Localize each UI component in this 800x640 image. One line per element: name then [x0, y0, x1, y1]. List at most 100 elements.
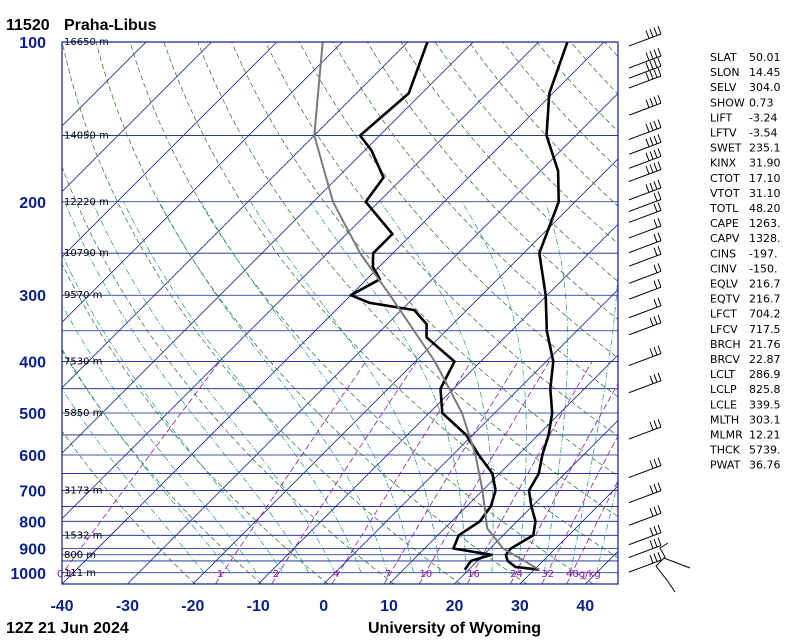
- height-label: 111 m: [64, 568, 96, 579]
- wind-barb: [628, 314, 662, 336]
- index-name: MLTH: [710, 413, 739, 426]
- index-value: 12.21: [749, 429, 781, 442]
- wind-barb-flag: [657, 148, 662, 157]
- mixing-ratio-line: [509, 382, 618, 584]
- index-value: 0.73: [749, 96, 774, 109]
- index-name: CINV: [710, 262, 737, 275]
- mixing-ratio-line: [466, 361, 593, 584]
- wind-barb-flag: [653, 346, 658, 356]
- wind-barb-flag: [653, 247, 658, 256]
- mixing-ratio-line: [331, 361, 472, 584]
- temperature-tick-label: -40: [50, 598, 73, 615]
- wind-barb-flag: [653, 483, 658, 493]
- index-name: THCK: [709, 444, 741, 457]
- wind-barb-staff: [628, 545, 662, 558]
- wind-barb: [628, 148, 662, 169]
- index-value: 48.20: [749, 202, 781, 215]
- wind-barb-flag: [657, 457, 662, 466]
- wind-barb-staff: [628, 209, 662, 223]
- wind-barb-flag: [653, 120, 658, 130]
- index-name: EQTV: [710, 293, 740, 306]
- wind-barb-staff: [628, 426, 662, 440]
- data-source: University of Wyoming: [368, 620, 541, 637]
- wind-barb-flag: [657, 482, 662, 491]
- mixing-ratio-line: [271, 361, 418, 584]
- wind-barbs: [628, 25, 662, 573]
- index-value: 704.2: [749, 308, 781, 321]
- isotherm-line: [62, 42, 278, 258]
- wind-barb-flag: [649, 137, 654, 146]
- moist-adiabat-line: [200, 201, 414, 573]
- dewpoint-profile: [349, 42, 497, 571]
- pressure-tick-label: 200: [19, 195, 46, 212]
- wind-barb-flag: [653, 374, 658, 383]
- wind-barb-flag: [657, 263, 662, 272]
- index-name: CAPV: [710, 232, 740, 245]
- wind-barb-flag: [657, 217, 662, 227]
- moist-adiabat-line: [570, 201, 618, 573]
- index-name: SWET: [710, 142, 742, 155]
- pressure-tick-label: 900: [19, 541, 46, 558]
- index-name: PWAT: [710, 459, 741, 472]
- temperature-tick-label: 10: [380, 598, 398, 615]
- isotherm-line: [192, 158, 618, 584]
- mixing-ratio-label: 40g/kg: [566, 569, 601, 580]
- isotherm-line: [519, 485, 618, 584]
- wind-barb: [628, 25, 662, 47]
- wind-barb-staff: [628, 253, 662, 267]
- wind-barb-flag: [645, 72, 650, 81]
- wind-barb-staff: [628, 286, 662, 300]
- temperature-tick-label: -30: [116, 598, 139, 615]
- index-value: 339.5: [749, 398, 781, 411]
- wind-barb-flag: [657, 297, 662, 306]
- index-name: SELV: [710, 81, 737, 94]
- moist-adiabat-line: [250, 201, 440, 573]
- wind-barb-flag: [653, 420, 658, 429]
- dry-adiabat-line: [62, 430, 196, 584]
- isotherm-line: [62, 42, 147, 127]
- height-label: 12220 m: [64, 197, 109, 208]
- wind-barb-staff: [628, 33, 662, 47]
- wind-barb-staff: [628, 559, 662, 573]
- isotherm-line: [62, 42, 343, 323]
- index-name: SLON: [710, 66, 740, 79]
- isotherm-line: [127, 92, 618, 584]
- wind-barb-flag: [653, 553, 658, 562]
- moist-adiabat-line: [543, 201, 569, 573]
- index-value: -197.: [749, 247, 777, 260]
- wind-barb-flag: [653, 135, 658, 144]
- index-value: 303.1: [749, 413, 781, 426]
- wind-barb-flag: [645, 99, 650, 108]
- wind-barb: [628, 47, 662, 69]
- pressure-tick-label: 600: [19, 448, 46, 465]
- wind-barb-staff: [628, 55, 662, 69]
- temperature-tick-label: 30: [511, 598, 529, 615]
- mixing-ratio-label: 24: [510, 569, 523, 580]
- wind-barb: [628, 297, 662, 319]
- index-value: 17.10: [749, 172, 781, 185]
- temperature-tick-label: 20: [446, 598, 464, 615]
- isotherm-line: [388, 354, 618, 584]
- moist-adiabat-line: [123, 201, 362, 573]
- wind-barb-flag: [657, 246, 662, 255]
- index-value: 286.9: [749, 368, 781, 381]
- moist-adiabat-line: [309, 201, 467, 573]
- wind-barb-flag: [657, 524, 662, 533]
- wind-barb-staff: [628, 141, 662, 155]
- mixing-ratio-label: 7: [385, 569, 391, 580]
- moist-adiabat-line: [62, 303, 257, 573]
- wind-barb-flag: [657, 119, 662, 128]
- wind-barb: [628, 58, 662, 79]
- wind-barb-flag: [645, 152, 650, 161]
- wind-barb-flag: [657, 134, 662, 143]
- index-value: 5739.: [749, 444, 781, 457]
- wind-barb-flag: [653, 316, 658, 325]
- pressure-tick-label: 300: [19, 288, 46, 305]
- temperature-tick-label: 0: [319, 598, 328, 615]
- wind-barb-staff: [628, 305, 662, 319]
- index-value: 14.45: [749, 66, 781, 79]
- station-name: Praha-Libus: [64, 17, 157, 34]
- dry-adiabat-line: [231, 42, 618, 477]
